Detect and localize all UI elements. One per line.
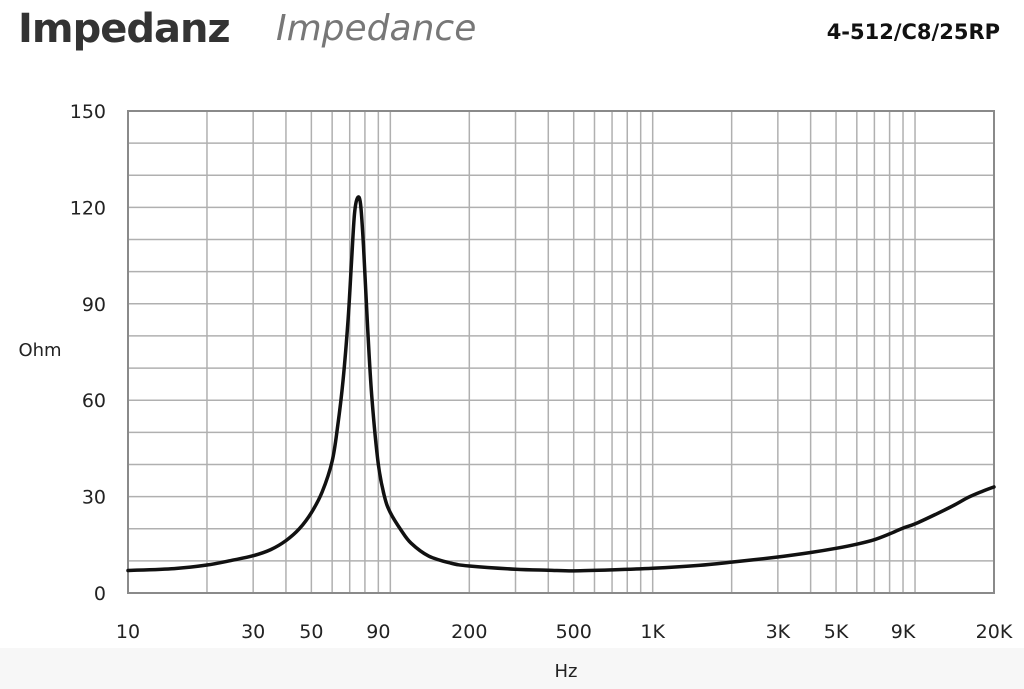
x-axis-ticks: 10 30 50 90 200 500 1K 3K 5K 9K 20K <box>116 621 1013 643</box>
x-tick-label: 20K <box>976 621 1013 643</box>
x-tick-label: 5K <box>824 621 849 643</box>
chart-series <box>126 195 996 573</box>
x-tick-label: 1K <box>640 621 665 643</box>
chart-header: Impedanz Impedance 4-512/C8/25RP <box>0 0 1024 70</box>
plot-frame <box>127 110 995 594</box>
chart-grid <box>127 110 995 594</box>
x-tick-label: 200 <box>451 621 487 643</box>
x-tick-label: 9K <box>891 621 916 643</box>
model-number: 4-512/C8/25RP <box>826 20 1000 44</box>
y-tick-label: 150 <box>70 101 106 123</box>
chart-title-english: Impedance <box>276 8 477 49</box>
x-tick-label: 10 <box>116 621 140 643</box>
x-tick-label: 90 <box>366 621 390 643</box>
x-tick-label: 500 <box>556 621 592 643</box>
y-axis-ticks: 0 30 60 90 120 150 <box>70 101 106 605</box>
x-tick-label: 50 <box>299 621 323 643</box>
y-tick-label: 0 <box>94 583 106 605</box>
x-axis-label: Hz <box>555 661 578 682</box>
y-tick-label: 120 <box>70 197 106 219</box>
impedance-curve <box>126 195 996 573</box>
x-tick-label: 30 <box>241 621 265 643</box>
chart-title-german: Impedanz <box>18 6 231 52</box>
y-tick-label: 30 <box>82 487 106 509</box>
y-axis-label: Ohm <box>18 340 61 361</box>
footer-band <box>0 648 1024 689</box>
x-tick-label: 3K <box>766 621 791 643</box>
y-tick-label: 60 <box>82 390 106 412</box>
y-tick-label: 90 <box>82 294 106 316</box>
